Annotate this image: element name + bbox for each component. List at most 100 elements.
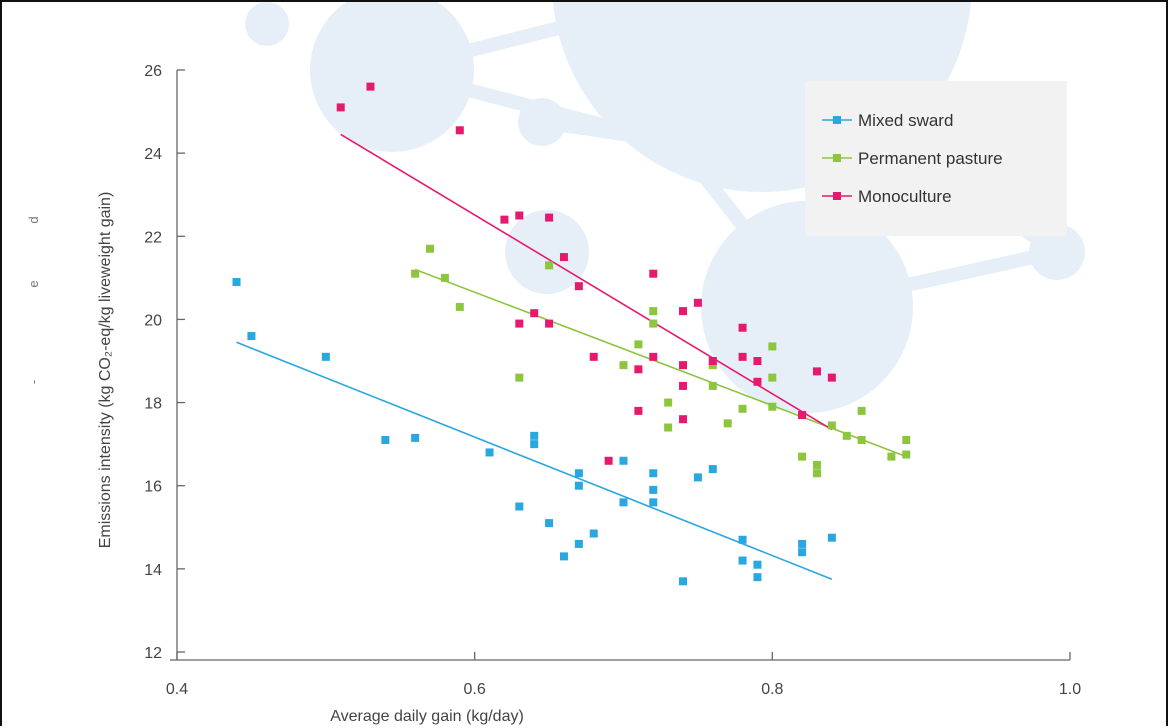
point-permanent-pasture-25 <box>857 406 866 415</box>
point-permanent-pasture-9 <box>649 319 658 328</box>
point-mixed-sward-21 <box>693 473 702 482</box>
stray-mark-1: d <box>26 216 41 223</box>
point-monoculture-27 <box>798 411 807 420</box>
x-axis-title: Average daily gain (kg/day) <box>330 708 524 725</box>
point-permanent-pasture-15 <box>738 404 747 413</box>
point-permanent-pasture-2 <box>440 273 449 282</box>
legend-marker-mixed-sward <box>833 116 841 124</box>
point-permanent-pasture-6 <box>619 361 628 370</box>
point-mixed-sward-12 <box>574 481 583 490</box>
point-mixed-sward-19 <box>649 498 658 507</box>
point-monoculture-3 <box>500 215 509 224</box>
y-tick-label-26: 26 <box>144 63 162 80</box>
point-mixed-sward-25 <box>753 560 762 569</box>
y-tick-label-16: 16 <box>144 479 162 496</box>
background-bubble-7 <box>1029 224 1085 280</box>
point-monoculture-26 <box>753 377 762 386</box>
point-permanent-pasture-11 <box>664 423 673 432</box>
trend-line-monoculture <box>340 133 833 431</box>
point-monoculture-9 <box>559 253 568 262</box>
point-permanent-pasture-17 <box>768 373 777 382</box>
point-monoculture-1 <box>366 82 375 91</box>
point-permanent-pasture-19 <box>798 452 807 461</box>
point-monoculture-23 <box>738 323 747 332</box>
point-permanent-pasture-12 <box>708 361 717 370</box>
stray-mark-3: - <box>26 380 41 384</box>
point-permanent-pasture-0 <box>411 269 420 278</box>
legend-label-mixed-sward: Mixed sward <box>858 111 953 130</box>
point-mixed-sward-18 <box>649 485 658 494</box>
y-tick-label-20: 20 <box>144 312 162 329</box>
point-mixed-sward-26 <box>753 573 762 582</box>
x-tick-label-1.0: 1.0 <box>1059 681 1081 698</box>
point-mixed-sward-28 <box>798 548 807 557</box>
point-mixed-sward-11 <box>574 469 583 478</box>
point-monoculture-16 <box>649 352 658 361</box>
point-mixed-sward-10 <box>559 552 568 561</box>
point-mixed-sward-20 <box>679 577 688 586</box>
point-monoculture-22 <box>708 357 717 365</box>
point-permanent-pasture-26 <box>857 435 866 444</box>
point-mixed-sward-24 <box>738 556 747 565</box>
point-mixed-sward-14 <box>589 529 598 538</box>
point-permanent-pasture-27 <box>887 452 896 461</box>
axes: 12 14 16 18 20 22 24 26 0.4 0.6 0.8 1.0 <box>144 63 1081 698</box>
point-permanent-pasture-3 <box>455 302 464 311</box>
point-monoculture-7 <box>545 213 554 222</box>
point-monoculture-4 <box>515 211 524 220</box>
point-monoculture-19 <box>679 381 688 390</box>
point-permanent-pasture-13 <box>708 381 717 390</box>
y-tick-label-22: 22 <box>144 229 162 246</box>
point-mixed-sward-4 <box>411 433 420 442</box>
background-bubble-1 <box>310 2 474 152</box>
legend-label-monoculture: Monoculture <box>858 187 952 206</box>
point-monoculture-13 <box>634 365 643 374</box>
point-permanent-pasture-29 <box>902 450 911 459</box>
point-mixed-sward-29 <box>827 533 836 542</box>
point-mixed-sward-13 <box>574 539 583 548</box>
legend-marker-permanent-pasture <box>833 154 841 162</box>
point-monoculture-17 <box>679 307 688 316</box>
point-mixed-sward-23 <box>738 535 747 544</box>
data-points <box>232 82 911 586</box>
point-mixed-sward-17 <box>649 469 658 478</box>
point-monoculture-14 <box>634 406 643 415</box>
point-monoculture-8 <box>545 319 554 328</box>
point-monoculture-25 <box>753 357 762 365</box>
point-permanent-pasture-23 <box>827 421 836 430</box>
x-tick-label-0.8: 0.8 <box>761 681 783 698</box>
point-monoculture-0 <box>336 103 345 112</box>
background-bubbles <box>245 2 1085 413</box>
point-monoculture-10 <box>574 282 583 291</box>
point-mixed-sward-5 <box>485 448 494 457</box>
point-permanent-pasture-7 <box>634 340 643 349</box>
stray-mark-2: e <box>26 280 41 287</box>
trend-line-mixed-sward <box>236 341 833 580</box>
background-bubble-5 <box>505 210 589 294</box>
x-tick-label-0.4: 0.4 <box>166 681 188 698</box>
point-permanent-pasture-4 <box>515 373 524 382</box>
x-tick-label-0.6: 0.6 <box>464 681 486 698</box>
point-permanent-pasture-1 <box>426 244 435 253</box>
point-mixed-sward-15 <box>619 456 628 465</box>
y-axis-title: Emissions intensity (kg CO₂-eq/kg livewe… <box>97 192 114 549</box>
point-mixed-sward-9 <box>545 519 554 528</box>
point-permanent-pasture-21 <box>812 460 821 469</box>
point-permanent-pasture-16 <box>768 342 777 351</box>
point-mixed-sward-8 <box>530 440 539 449</box>
point-permanent-pasture-18 <box>768 402 777 411</box>
point-mixed-sward-6 <box>515 502 524 511</box>
background-bubble-2 <box>518 98 566 146</box>
point-mixed-sward-1 <box>247 332 256 341</box>
y-tick-label-14: 14 <box>144 562 162 579</box>
point-monoculture-6 <box>530 309 539 318</box>
legend: Mixed sward Permanent pasture Monoculture <box>805 81 1067 236</box>
point-mixed-sward-27 <box>798 539 807 548</box>
point-permanent-pasture-5 <box>545 261 554 270</box>
point-monoculture-5 <box>515 319 524 328</box>
point-mixed-sward-2 <box>321 352 330 361</box>
legend-label-permanent-pasture: Permanent pasture <box>858 149 1003 168</box>
y-tick-label-24: 24 <box>144 146 162 163</box>
